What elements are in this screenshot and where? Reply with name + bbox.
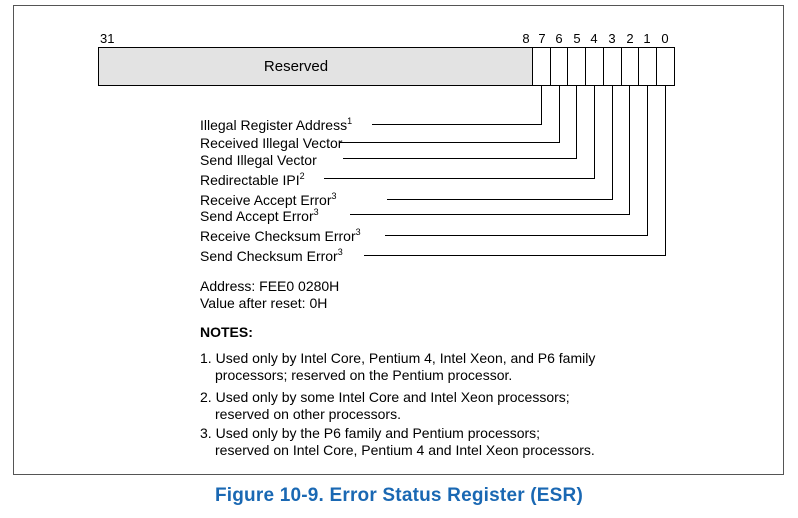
note-3-line-1: 3. Used only by the P6 family and Pentiu… [200,425,541,441]
leader-bit-2 [350,85,630,215]
leader-bit-4 [324,85,595,179]
bit-number-6: 6 [555,31,563,46]
field-label-redirectable-ipi: Redirectable IPI2 [200,171,305,189]
register-address: Address: FEE0 0280H [200,278,340,294]
bit-number-5: 5 [573,31,581,46]
field-label-receive-checksum-error: Receive Checksum Error3 [200,227,361,245]
leader-bit-1 [385,85,648,236]
note-1-line-1: 1. Used only by Intel Core, Pentium 4, I… [200,350,596,366]
figure-caption: Figure 10-9. Error Status Register (ESR) [214,485,584,506]
leader-bit-0 [364,85,666,256]
figure-frame [13,5,784,475]
bit-number-31: 31 [100,31,115,46]
leader-bit-3 [387,85,613,200]
note-1-line-2: processors; reserved on the Pentium proc… [215,367,513,383]
bit-number-8: 8 [522,31,530,46]
bit-number-2: 2 [626,31,634,46]
bit-dividers [550,47,657,86]
bit-number-7: 7 [538,31,546,46]
reserved-label: Reserved [264,58,328,75]
bit-number-4: 4 [590,31,598,46]
leader-bit-5 [343,85,577,159]
register-reset-value: Value after reset: 0H [200,295,328,311]
field-label-illegal-register-address: Illegal Register Address1 [200,116,353,134]
field-label-send-illegal-vector: Send Illegal Vector [200,152,317,168]
notes-title: NOTES: [200,324,253,340]
leader-bit-6 [340,85,560,143]
note-2-line-2: reserved on other processors. [215,406,401,422]
field-label-received-illegal-vector: Received Illegal Vector [200,135,343,151]
note-3-line-2: reserved on Intel Core, Pentium 4 and In… [215,442,595,458]
field-label-send-accept-error: Send Accept Error3 [200,207,319,225]
bit-number-0: 0 [661,31,669,46]
reserved-field [98,47,533,86]
note-2-line-1: 2. Used only by some Intel Core and Inte… [200,389,570,405]
bit-number-1: 1 [643,31,651,46]
field-label-send-checksum-error: Send Checksum Error3 [200,247,343,265]
field-label-receive-accept-error: Receive Accept Error3 [200,191,337,209]
leader-bit-7 [372,85,542,125]
bit-number-3: 3 [608,31,616,46]
